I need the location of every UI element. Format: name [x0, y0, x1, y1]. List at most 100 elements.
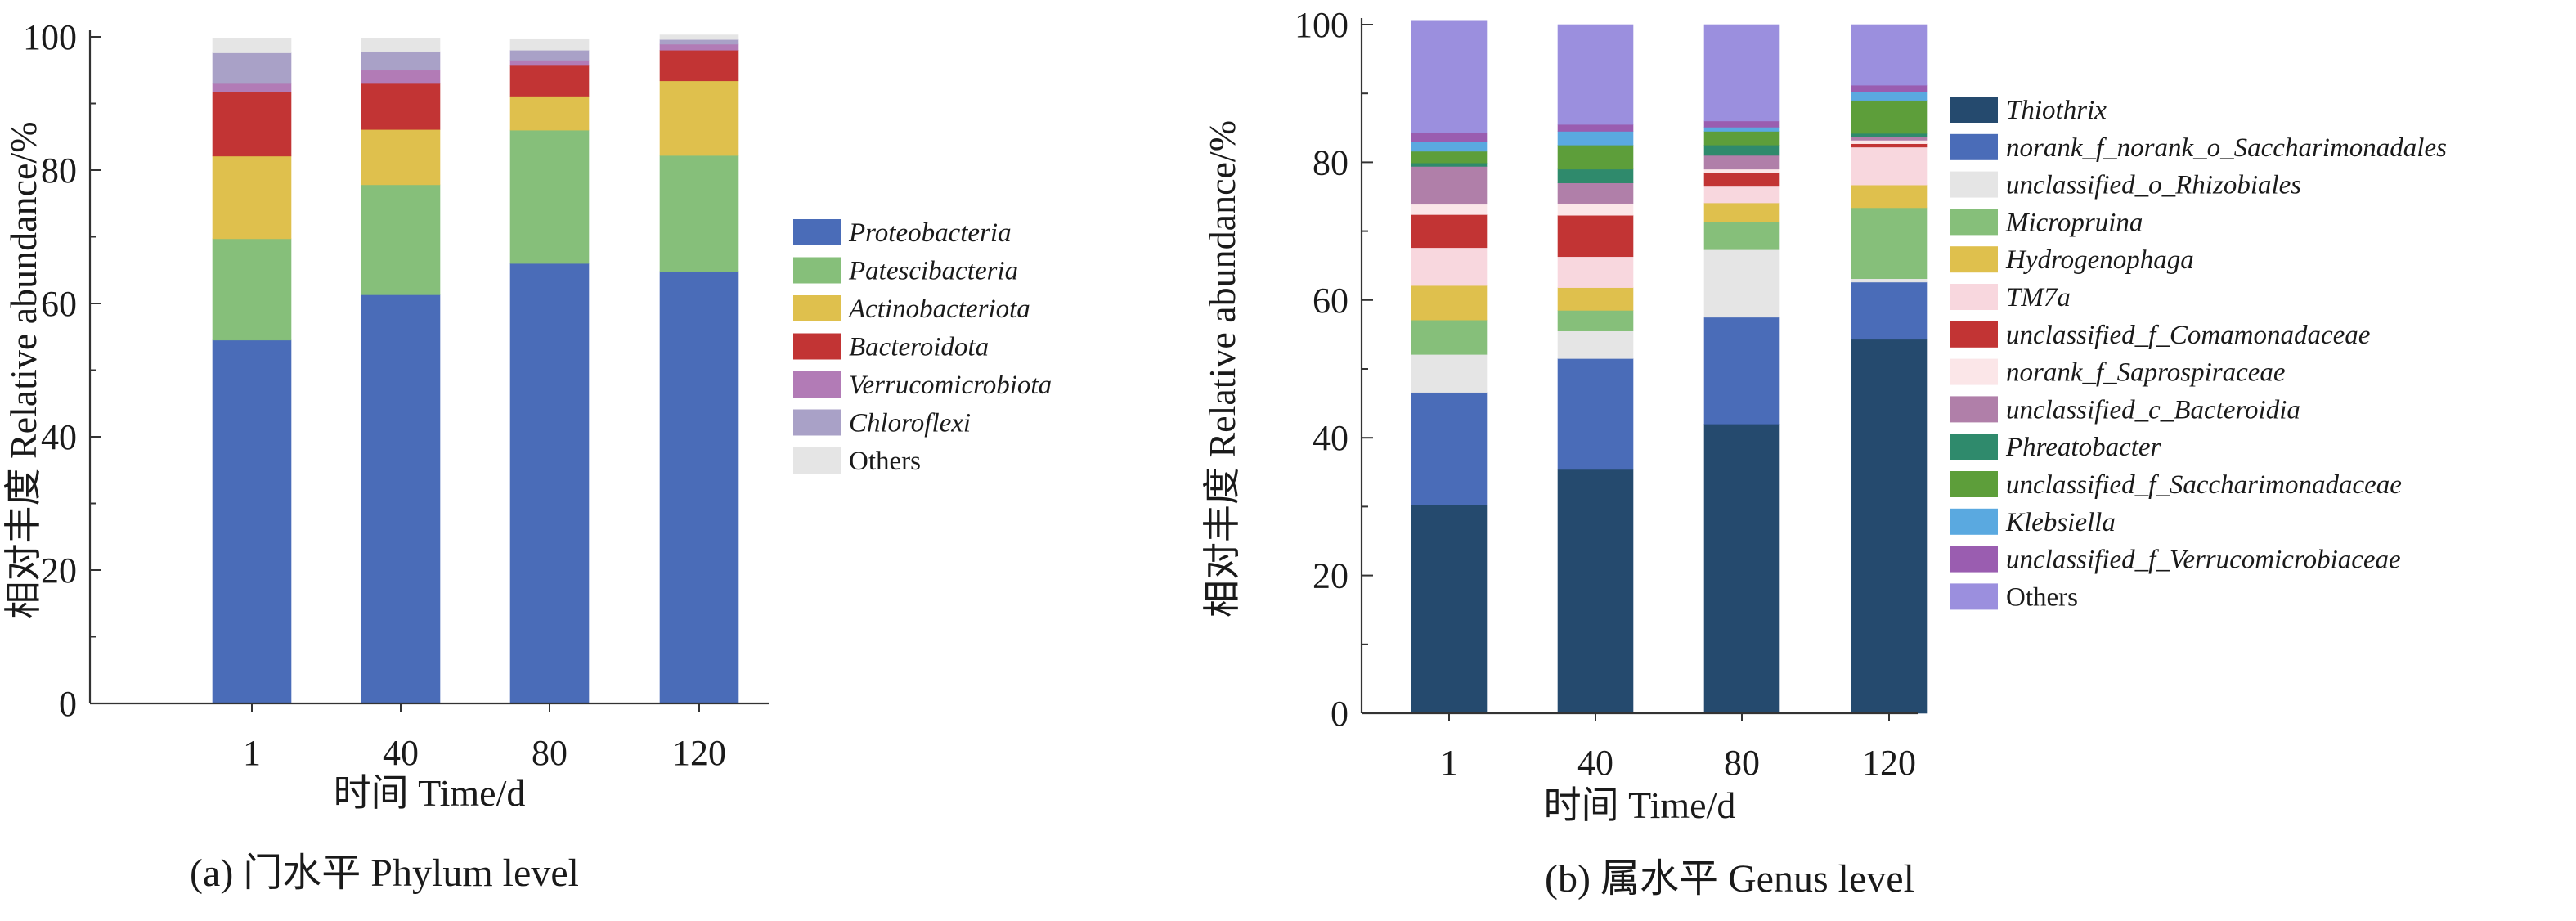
- legend-label: Actinobacteriota: [847, 294, 1030, 324]
- bar-segment-0-3-1: [659, 155, 739, 272]
- bar-segment-1-0-0: [1411, 505, 1488, 714]
- y-tick-label: 20: [41, 550, 77, 591]
- bar-segment-1-2-3: [1703, 222, 1780, 250]
- bar-segment-1-1-1: [1557, 358, 1634, 470]
- legend-label: unclassified_o_Rhizobiales: [2006, 171, 2301, 200]
- legend-swatch: [793, 333, 841, 360]
- bar-segment-1-2-2: [1703, 249, 1780, 318]
- bar-segment-0-3-6: [659, 34, 739, 40]
- bar-segment-1-1-11: [1557, 131, 1634, 146]
- legend-swatch: [1950, 546, 1998, 573]
- bar-segment-0-3-0: [659, 271, 739, 704]
- bar-segment-1-2-11: [1703, 127, 1780, 132]
- y-tick-label: 40: [41, 417, 77, 457]
- legend-label: unclassified_c_Bacteroidia: [2006, 395, 2300, 425]
- legend-swatch: [793, 257, 841, 284]
- legend-label: Phreatobacter: [2005, 433, 2161, 462]
- legend-label: Chloroflexi: [849, 409, 971, 438]
- y-axis-label: 相对丰度 Relative abundance/%: [1201, 120, 1243, 618]
- bar-segment-1-0-3: [1411, 319, 1488, 355]
- legend-label: unclassified_f_Comamonadaceae: [2006, 321, 2370, 350]
- legend-label: TM7a: [2006, 283, 2071, 312]
- legend-swatch: [1950, 209, 1998, 236]
- bar-segment-1-2-12: [1703, 120, 1780, 128]
- bar-segment-0-0-3: [212, 92, 292, 157]
- bar-segment-0-1-5: [361, 51, 441, 71]
- bar-segment-1-3-8: [1851, 136, 1928, 141]
- bar-segment-1-0-12: [1411, 132, 1488, 142]
- bar-segment-0-2-1: [509, 129, 590, 264]
- bar-segment-0-1-2: [361, 128, 441, 186]
- bar-segment-1-2-10: [1703, 131, 1780, 146]
- legend-swatch: [793, 219, 841, 245]
- legend-swatch: [1950, 396, 1998, 423]
- bar-segment-1-0-4: [1411, 285, 1488, 321]
- legend: Thiothrix norank_f_norank_o_Saccharimonad…: [1950, 96, 2447, 612]
- bar-segment-0-0-6: [212, 38, 292, 53]
- legend-label: Thiothrix: [2006, 96, 2107, 125]
- legend: Proteobacteria Patescibacteria Actinobacte…: [793, 218, 1052, 476]
- legend-swatch: [1950, 508, 1998, 535]
- legend-label: norank_f_Saprospiraceae: [2006, 358, 2286, 388]
- bar-segment-1-0-9: [1411, 162, 1488, 167]
- bar-segment-0-1-4: [361, 70, 441, 84]
- bar-segment-1-2-8: [1703, 155, 1780, 170]
- bar-segment-1-3-1: [1851, 281, 1928, 340]
- bar-segment-1-0-6: [1411, 214, 1488, 249]
- bar-segment-1-3-12: [1851, 84, 1928, 92]
- bar-segment-0-0-5: [212, 52, 292, 84]
- bar-segment-1-1-3: [1557, 310, 1634, 331]
- legend-swatch: [793, 295, 841, 321]
- x-tick-label: 40: [1577, 743, 1613, 783]
- chart-panel-b: 0 20 40 60 80 100 1 40 80 120 相对丰度 Relative abunda…: [1201, 5, 2447, 901]
- bar-segment-1-3-6: [1851, 143, 1928, 148]
- bar-segment-1-1-7: [1557, 203, 1634, 216]
- legend-label: unclassified_f_Saccharimonadaceae: [2006, 470, 2402, 500]
- bar-segment-0-2-4: [509, 60, 590, 66]
- bar-segment-0-3-4: [659, 43, 739, 51]
- x-tick-label: 1: [1440, 743, 1458, 783]
- bar-segment-1-2-4: [1703, 202, 1780, 222]
- bar-segment-1-3-5: [1851, 146, 1928, 186]
- legend-swatch: [1950, 434, 1998, 460]
- legend-swatch: [793, 371, 841, 398]
- bar-segment-1-2-0: [1703, 424, 1780, 714]
- legend-label: Bacteroidota: [849, 333, 989, 362]
- legend-swatch: [1950, 583, 1998, 610]
- bar-segment-0-1-1: [361, 184, 441, 295]
- bar-segment-1-3-9: [1851, 133, 1928, 137]
- bar-segment-0-2-6: [509, 38, 590, 51]
- y-tick-label: 80: [1313, 142, 1349, 182]
- bar-segment-1-0-11: [1411, 141, 1488, 152]
- legend-swatch: [1950, 171, 1998, 198]
- bar-segment-0-3-3: [659, 49, 739, 82]
- legend-swatch: [793, 409, 841, 436]
- bar-segment-1-0-2: [1411, 354, 1488, 393]
- bar-segment-0-3-5: [659, 38, 739, 45]
- bar-segment-1-2-5: [1703, 186, 1780, 204]
- bar-segment-0-3-2: [659, 80, 739, 156]
- legend-label: norank_f_norank_o_Saccharimonadales: [2006, 133, 2447, 163]
- x-tick-label: 120: [672, 733, 726, 773]
- legend-swatch: [1950, 133, 1998, 160]
- bar-segment-1-2-6: [1703, 172, 1780, 187]
- bar-segment-0-2-3: [509, 65, 590, 97]
- bar-segment-1-1-4: [1557, 287, 1634, 311]
- x-tick-label: 40: [383, 733, 419, 773]
- bar-segment-1-1-5: [1557, 256, 1634, 288]
- y-tick-label: 60: [1313, 281, 1349, 321]
- legend-label: Proteobacteria: [848, 218, 1012, 248]
- bar-segment-0-0-4: [212, 83, 292, 92]
- legend-label: Verrucomicrobiota: [849, 371, 1052, 400]
- panel-caption: (a) 门水平 Phylum level: [190, 851, 579, 895]
- legend-label: Others: [849, 447, 921, 476]
- y-tick-label: 80: [41, 151, 77, 191]
- bar-segment-1-3-11: [1851, 92, 1928, 101]
- chart-panel-a: 0 20 40 60 80 100 1 40 80 120 相对丰度 Relative abunda…: [2, 17, 1052, 895]
- legend-swatch: [1950, 97, 1998, 123]
- bar-segment-1-1-12: [1557, 124, 1634, 132]
- bar-segment-1-1-8: [1557, 182, 1634, 204]
- bar-segment-0-2-5: [509, 49, 590, 61]
- bar-segment-1-0-5: [1411, 247, 1488, 286]
